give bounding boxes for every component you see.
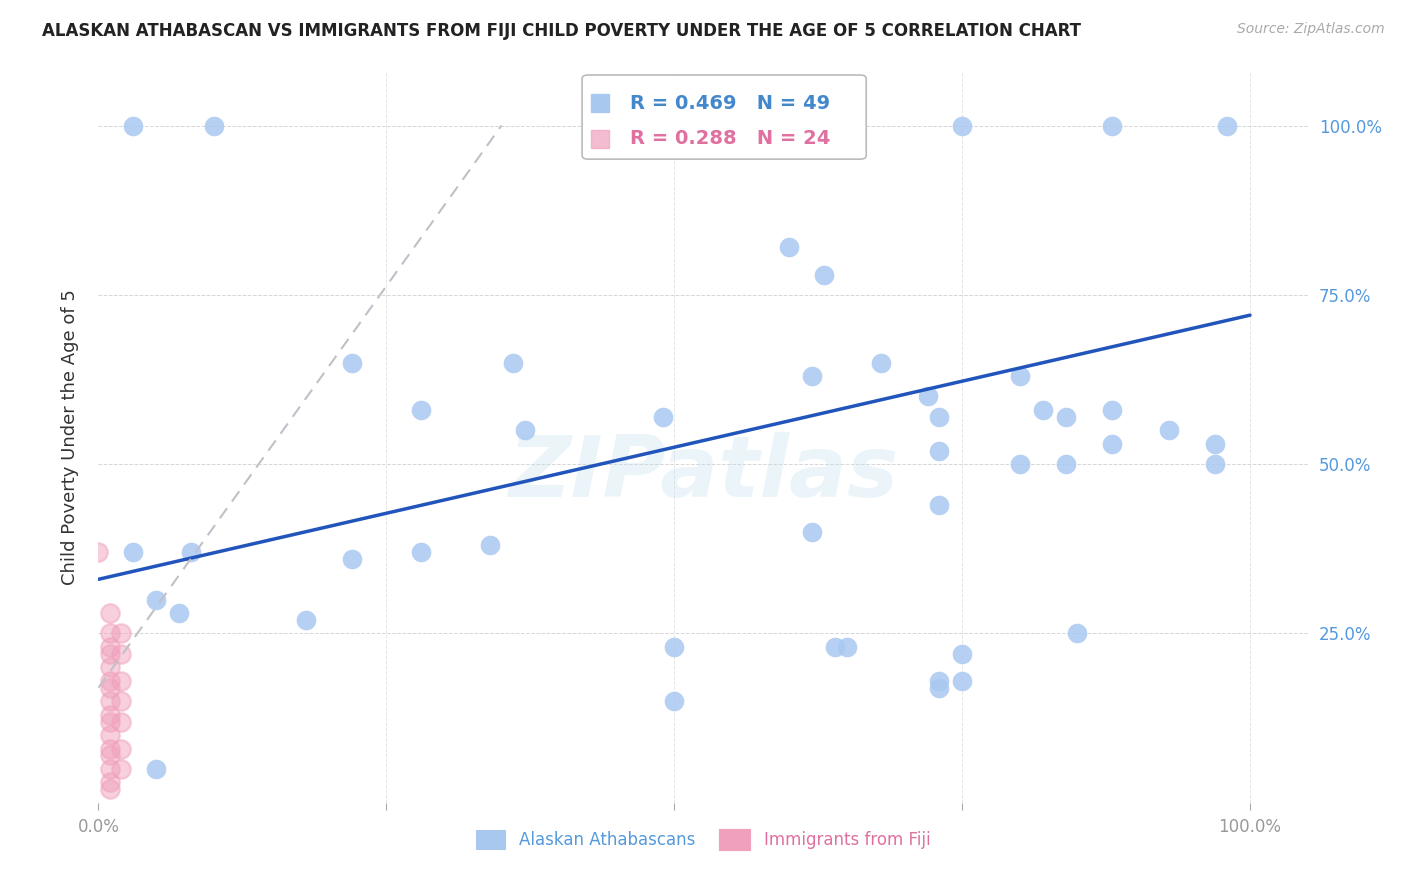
Point: [409, 403, 432, 417]
Point: [950, 647, 973, 661]
Text: ALASKAN ATHABASCAN VS IMMIGRANTS FROM FIJI CHILD POVERTY UNDER THE AGE OF 5 CORR: ALASKAN ATHABASCAN VS IMMIGRANTS FROM FI…: [42, 22, 1081, 40]
Point: [340, 355, 363, 369]
Point: [928, 673, 950, 688]
Point: [801, 524, 824, 539]
Point: [1159, 423, 1181, 437]
Point: [340, 552, 363, 566]
Point: [813, 268, 835, 282]
Point: [950, 119, 973, 133]
Point: [98, 640, 121, 654]
Point: [98, 606, 121, 620]
Point: [1066, 626, 1088, 640]
Point: [824, 640, 846, 654]
Legend: Alaskan Athabascans, Immigrants from Fiji: Alaskan Athabascans, Immigrants from Fij…: [470, 823, 936, 856]
Point: [98, 741, 121, 756]
Point: [110, 626, 132, 640]
Point: [180, 545, 202, 559]
Point: [778, 119, 800, 133]
Point: [835, 640, 858, 654]
Point: [928, 443, 950, 458]
Point: [98, 762, 121, 776]
Point: [98, 714, 121, 729]
Text: R = 0.469   N = 49: R = 0.469 N = 49: [630, 94, 831, 112]
Point: [870, 355, 893, 369]
Point: [1008, 457, 1031, 471]
Point: [98, 647, 121, 661]
Point: [122, 119, 145, 133]
Point: [928, 498, 950, 512]
Point: [950, 673, 973, 688]
Point: [87, 545, 110, 559]
Point: [98, 694, 121, 708]
Point: [1101, 437, 1123, 451]
Point: [98, 673, 121, 688]
Point: [98, 748, 121, 763]
Text: Source: ZipAtlas.com: Source: ZipAtlas.com: [1237, 22, 1385, 37]
Point: [1032, 403, 1054, 417]
Point: [110, 714, 132, 729]
Text: ZIPatlas: ZIPatlas: [508, 432, 898, 516]
Point: [145, 592, 167, 607]
Point: [1204, 457, 1226, 471]
Point: [98, 707, 121, 722]
Point: [1101, 403, 1123, 417]
Point: [98, 681, 121, 695]
Point: [502, 355, 524, 369]
Point: [478, 538, 501, 552]
Point: [98, 660, 121, 674]
Point: [98, 728, 121, 742]
Point: [1204, 437, 1226, 451]
Point: [1216, 119, 1239, 133]
Point: [801, 369, 824, 384]
Y-axis label: Child Poverty Under the Age of 5: Child Poverty Under the Age of 5: [60, 289, 79, 585]
FancyBboxPatch shape: [582, 75, 866, 159]
Point: [928, 681, 950, 695]
Point: [1054, 457, 1077, 471]
Point: [917, 389, 939, 403]
Point: [122, 545, 145, 559]
Point: [98, 782, 121, 797]
Point: [110, 673, 132, 688]
Point: [664, 640, 686, 654]
Point: [202, 119, 225, 133]
Point: [1054, 409, 1077, 424]
Point: [98, 775, 121, 789]
Text: R = 0.288   N = 24: R = 0.288 N = 24: [630, 129, 831, 148]
Point: [167, 606, 190, 620]
Point: [1008, 369, 1031, 384]
Point: [513, 423, 536, 437]
Point: [651, 409, 673, 424]
Point: [145, 762, 167, 776]
Point: [928, 409, 950, 424]
Point: [294, 613, 316, 627]
Point: [1101, 119, 1123, 133]
Point: [110, 762, 132, 776]
Point: [664, 694, 686, 708]
Point: [110, 694, 132, 708]
Point: [778, 240, 800, 254]
Point: [409, 545, 432, 559]
Point: [98, 626, 121, 640]
Point: [110, 741, 132, 756]
Point: [790, 119, 813, 133]
Point: [110, 647, 132, 661]
